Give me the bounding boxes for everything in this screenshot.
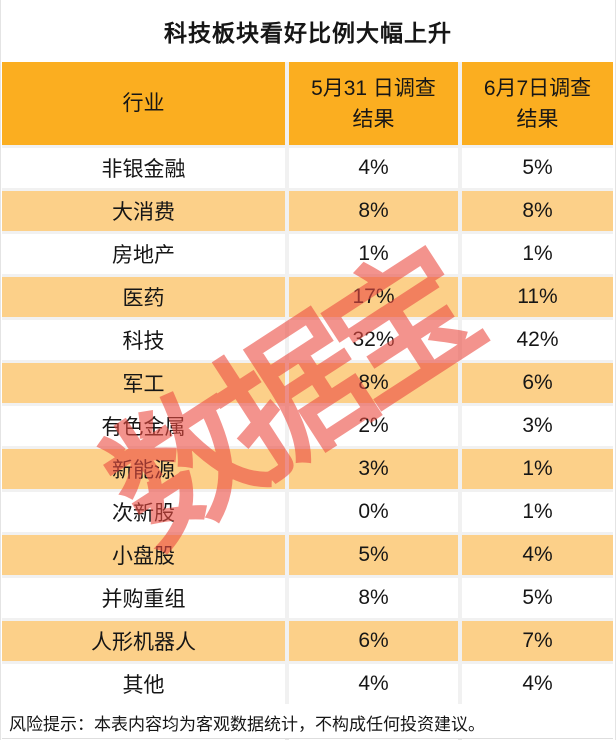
industry-cell: 新能源 — [2, 449, 285, 489]
may31-value-cell: 3% — [289, 449, 458, 489]
industry-cell: 军工 — [2, 363, 285, 403]
jun7-value-cell: 42% — [462, 320, 613, 360]
risk-note-bar: 风险提示：本表内容均为客观数据统计，不构成任何投资建议。 — [2, 707, 613, 738]
may31-value-cell: 0% — [289, 492, 458, 532]
column-header-industry: 行业 — [2, 62, 285, 145]
jun7-value-cell: 5% — [462, 578, 613, 618]
jun7-value-cell: 1% — [462, 234, 613, 274]
survey-table: 行业 5月31 日调查 结果 6月7日调查 结果 非银金融 4% 5% 大消费 … — [2, 62, 613, 704]
may31-value-cell: 4% — [289, 664, 458, 704]
industry-cell: 科技 — [2, 320, 285, 360]
jun7-value-cell: 4% — [462, 664, 613, 704]
industry-cell: 人形机器人 — [2, 621, 285, 661]
may31-value-cell: 8% — [289, 191, 458, 231]
may31-value-cell: 6% — [289, 621, 458, 661]
jun7-value-cell: 1% — [462, 492, 613, 532]
industry-cell: 其他 — [2, 664, 285, 704]
may31-value-cell: 1% — [289, 234, 458, 274]
jun7-value-cell: 6% — [462, 363, 613, 403]
may31-value-cell: 2% — [289, 406, 458, 446]
may31-value-cell: 8% — [289, 578, 458, 618]
jun7-value-cell: 4% — [462, 535, 613, 575]
jun7-value-cell: 5% — [462, 148, 613, 188]
jun7-value-cell: 8% — [462, 191, 613, 231]
jun7-value-cell: 3% — [462, 406, 613, 446]
may31-value-cell: 5% — [289, 535, 458, 575]
may31-value-cell: 8% — [289, 363, 458, 403]
industry-cell: 非银金融 — [2, 148, 285, 188]
industry-cell: 并购重组 — [2, 578, 285, 618]
column-header-may31: 5月31 日调查 结果 — [289, 62, 458, 145]
industry-cell: 小盘股 — [2, 535, 285, 575]
jun7-value-cell: 11% — [462, 277, 613, 317]
jun7-value-cell: 1% — [462, 449, 613, 489]
risk-note-text: 风险提示：本表内容均为客观数据统计，不构成任何投资建议。 — [9, 715, 485, 734]
may31-value-cell: 17% — [289, 277, 458, 317]
may31-value-cell: 4% — [289, 148, 458, 188]
may31-value-cell: 32% — [289, 320, 458, 360]
industry-cell: 大消费 — [2, 191, 285, 231]
industry-cell: 医药 — [2, 277, 285, 317]
industry-cell: 房地产 — [2, 234, 285, 274]
title-bar: 科技板块看好比例大幅上升 — [1, 0, 615, 62]
jun7-value-cell: 7% — [462, 621, 613, 661]
column-header-jun7: 6月7日调查 结果 — [462, 62, 613, 145]
industry-cell: 次新股 — [2, 492, 285, 532]
industry-cell: 有色金属 — [2, 406, 285, 446]
page-title: 科技板块看好比例大幅上升 — [164, 20, 452, 46]
